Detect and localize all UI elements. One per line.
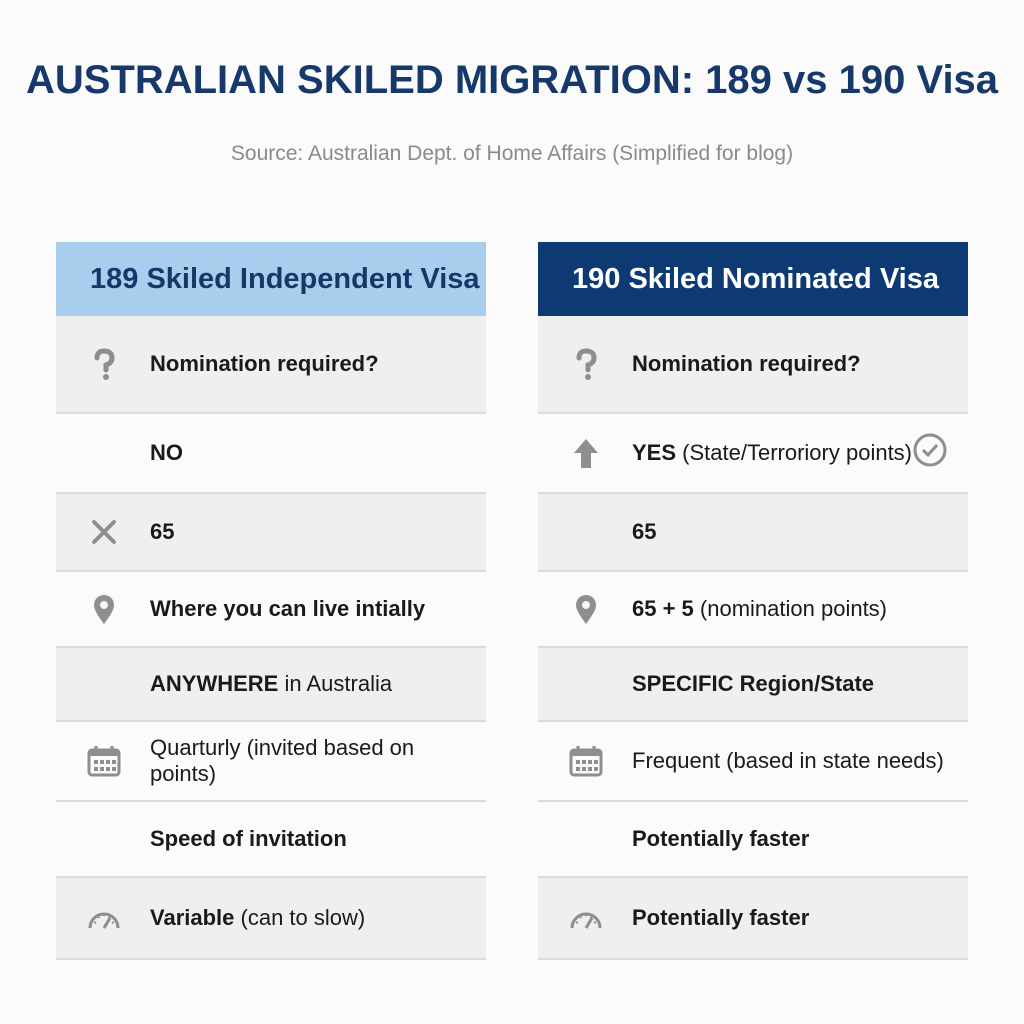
cell-bold: Nomination required? [632,351,861,376]
table-row: Quarturly (invited based on points) [56,722,486,802]
table-row: Potentially faster [538,878,968,960]
cell-bold: Where you can live intially [150,596,426,621]
icon [568,591,604,627]
cell-text: Where you can live intially [150,596,425,622]
icon [86,743,122,779]
table-row: Variable (can to slow) [56,878,486,960]
cell-text: Potentially faster [632,826,809,852]
cell-bold: Nomination required? [150,351,379,376]
cell-text: SPECIFIC Region/State [632,671,874,697]
cell-text: 65 [150,519,174,545]
icon [86,900,122,936]
table-row: Nomination required? [538,316,968,414]
column: 190 Skiled Nominated Visa Nomination requ… [538,242,968,960]
icon [568,346,604,382]
column-header: 189 Skiled Independent Visa [56,242,486,316]
cell-bold: YES [632,440,677,465]
cell-bold: 65 [632,519,657,544]
source: Source: Australian Dept. of Home Affairs… [230,142,794,165]
table-row: 65 [56,494,486,572]
cell-bold: 65 [150,519,175,544]
table-row: Potentially faster [538,802,968,878]
icon [86,591,122,627]
cell-text: ANYWHERE in Australia [150,671,392,697]
table-row: NO [56,414,486,494]
cell-normal: (can to slow) [240,905,366,930]
cell-normal: (State/Terroriory points) [682,440,913,465]
table-row: SPECIFIC Region/State [538,648,968,722]
title: AUSTRALIAN SKILED MIGRATION: 189 vs 190 … [25,58,999,102]
cell-text: Nomination required? [150,351,379,377]
cell-bold: SPECIFIC Region/State [632,671,875,696]
table-row: YES (State/Terroriory points) [538,414,968,494]
cell-bold: Potentially faster [632,905,810,930]
cell-text: 65 [632,519,656,545]
cell-bold: 65 + 5 [632,596,694,621]
cell-normal: in Australia [284,671,393,696]
cell-text: Speed of invitation [150,826,347,852]
cell-normal: Frequent (based in state needs) [632,748,944,773]
table-row: 65 [538,494,968,572]
cell-normal: Quarturly (invited based on points) [150,735,415,786]
icon [86,346,122,382]
table-row: Speed of invitation [56,802,486,878]
table-row: 65 + 5 (nomination points) [538,572,968,648]
table-row: Frequent (based in state needs) [538,722,968,802]
cell-bold: ANYWHERE [150,671,279,696]
cell-text: Variable (can to slow) [150,905,365,931]
cell-text: Frequent (based in state needs) [632,748,944,774]
icon [568,743,604,779]
cell-text: NO [150,440,183,466]
icon [568,435,604,471]
check-icon [912,432,948,474]
cell-bold: Potentially faster [632,826,810,851]
table-row: Nomination required? [56,316,486,414]
cell-bold: NO [150,440,183,465]
table-row: ANYWHERE in Australia [56,648,486,722]
column-header: 190 Skiled Nominated Visa [538,242,968,316]
column: 189 Skiled Independent Visa Nomination re… [56,242,486,960]
table-row: Where you can live intially [56,572,486,648]
cell-text: YES (State/Terroriory points) [632,440,912,466]
cell-text: Nomination required? [632,351,861,377]
icon [568,900,604,936]
cell-text: Potentially faster [632,905,809,931]
cell-text: 65 + 5 (nomination points) [632,596,887,622]
cell-normal: (nomination points) [699,596,888,621]
icon [86,514,122,550]
cell-text: Quarturly (invited based on points) [150,735,486,787]
cell-bold: Variable [150,905,235,930]
cell-bold: Speed of invitation [150,826,347,851]
